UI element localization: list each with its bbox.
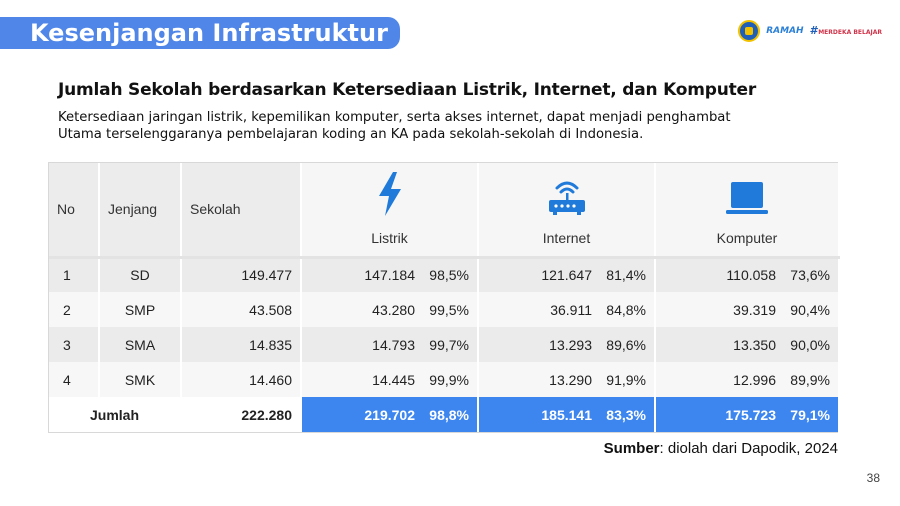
cell-internet: 36.911 84,8%: [478, 292, 656, 327]
cell-komputer: 12.996 89,9%: [655, 362, 840, 397]
slide-title-banner: Kesenjangan Infrastruktur: [0, 17, 400, 49]
router-icon: [548, 181, 585, 215]
infrastructure-table: No Jenjang Sekolah Listrik: [48, 162, 840, 433]
cell-komputer: 13.350 90,0%: [655, 327, 840, 362]
cell-sekolah: 14.835: [181, 327, 302, 362]
cell-jenjang: SD: [99, 257, 182, 292]
cell-sekolah: 43.508: [181, 292, 302, 327]
header-no: No: [49, 163, 100, 259]
cell-no: 4: [49, 362, 100, 397]
source-note: Sumber: diolah dari Dapodik, 2024: [604, 440, 838, 457]
table-row: 1 SD 149.477 147.184 98,5% 121.647 81,4% 1…: [49, 257, 840, 292]
slide-title: Kesenjangan Infrastruktur: [30, 19, 388, 47]
total-sekolah: 222.280: [181, 397, 302, 432]
header-listrik: Listrik: [301, 163, 479, 259]
cell-komputer: 110.058 73,6%: [655, 257, 840, 292]
header-sekolah: Sekolah: [181, 163, 302, 259]
cell-jenjang: SMA: [99, 327, 182, 362]
table-row: 3 SMA 14.835 14.793 99,7% 13.293 89,6% 13.…: [49, 327, 840, 362]
laptop-icon: [726, 181, 768, 214]
page-number: 38: [866, 471, 880, 485]
cell-komputer: 39.319 90,4%: [655, 292, 840, 327]
table-header-row: No Jenjang Sekolah Listrik: [49, 163, 840, 259]
ramah-logo: RAMAH: [766, 26, 804, 36]
cell-internet: 13.293 89,6%: [478, 327, 656, 362]
cell-listrik: 14.445 99,9%: [301, 362, 479, 397]
header-listrik-label: Listrik: [371, 229, 408, 246]
header-internet: Internet: [478, 163, 656, 259]
total-komputer: 175.723 79,1%: [655, 397, 840, 432]
source-label: Sumber: [603, 440, 660, 457]
cell-internet: 13.290 91,9%: [478, 362, 656, 397]
logo-group: RAMAH #MERDEKA BELAJAR: [738, 20, 882, 42]
total-label: Jumlah: [49, 397, 182, 432]
cell-no: 3: [49, 327, 100, 362]
section-description: Ketersediaan jaringan listrik, kepemilik…: [58, 110, 731, 142]
total-listrik: 219.702 98,8%: [301, 397, 479, 432]
cell-internet: 121.647 81,4%: [478, 257, 656, 292]
cell-listrik: 147.184 98,5%: [301, 257, 479, 292]
cell-jenjang: SMK: [99, 362, 182, 397]
ministry-emblem-icon: [738, 20, 761, 42]
header-internet-label: Internet: [542, 229, 591, 246]
cell-listrik: 43.280 99,5%: [301, 292, 479, 327]
cell-no: 1: [49, 257, 100, 292]
section-heading: Jumlah Sekolah berdasarkan Ketersediaan …: [58, 80, 757, 100]
cell-no: 2: [49, 292, 100, 327]
total-internet: 185.141 83,3%: [478, 397, 656, 432]
lightning-icon: [378, 171, 401, 216]
table-row: 2 SMP 43.508 43.280 99,5% 36.911 84,8% 39.…: [49, 292, 840, 327]
cell-sekolah: 149.477: [181, 257, 302, 292]
table-row: 4 SMK 14.460 14.445 99,9% 13.290 91,9% 12.…: [49, 362, 840, 397]
cell-jenjang: SMP: [99, 292, 182, 327]
merdeka-belajar-logo: #MERDEKA BELAJAR: [809, 23, 882, 37]
header-komputer: Komputer: [655, 163, 840, 259]
source-text: : diolah dari Dapodik, 2024: [659, 440, 838, 457]
cell-sekolah: 14.460: [181, 362, 302, 397]
cell-listrik: 14.793 99,7%: [301, 327, 479, 362]
header-jenjang: Jenjang: [99, 163, 182, 259]
header-komputer-label: Komputer: [716, 229, 778, 246]
table-total-row: Jumlah 222.280 219.702 98,8% 185.141 83,3%…: [49, 397, 840, 432]
